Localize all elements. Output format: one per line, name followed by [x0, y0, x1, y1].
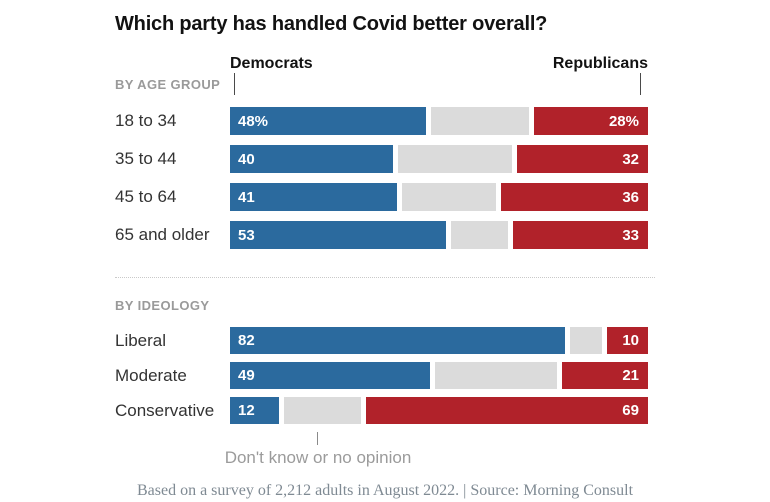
bar-row-moderate: Moderate 49 21 — [115, 362, 649, 389]
democrats-axis-tick — [234, 73, 235, 95]
republicans-bar-segment: 32 — [517, 145, 648, 173]
party-labels-row: Democrats Republicans — [115, 55, 648, 73]
bar-row-45-64: 45 to 64 41 36 — [115, 183, 648, 211]
party-labels: Democrats Republicans — [230, 55, 648, 73]
dont-know-bar-segment — [451, 221, 509, 249]
republicans-bar-segment: 28% — [533, 107, 648, 135]
source-footnote: Based on a survey of 2,212 adults in Aug… — [136, 482, 634, 499]
democrats-value: 41 — [238, 188, 255, 206]
age-group-section-label: BY AGE GROUP — [115, 77, 221, 92]
republicans-bar-segment: 33 — [513, 221, 648, 249]
axis-tick-area — [230, 73, 648, 97]
stacked-bar: 49 21 — [230, 362, 649, 389]
age-group-section: 18 to 34 48% 28% 35 to 44 40 32 45 to 64… — [115, 107, 648, 249]
democrats-bar-segment: 82 — [230, 327, 565, 354]
ideology-section-label: BY IDEOLOGY — [115, 298, 210, 313]
stacked-bar: 40 32 — [230, 145, 648, 173]
dont-know-bar-segment — [283, 397, 362, 424]
bar-row-liberal: Liberal 82 10 — [115, 327, 648, 354]
stacked-bar: 12 69 — [230, 397, 648, 424]
republicans-value: 21 — [622, 367, 640, 384]
stacked-bar: 41 36 — [230, 183, 648, 211]
democrats-bar-segment: 12 — [230, 397, 279, 424]
republicans-bar-segment: 36 — [501, 183, 648, 211]
section-divider — [115, 277, 655, 278]
democrats-header-label: Democrats — [230, 55, 313, 72]
chart-container: Which party has handled Covid better ove… — [115, 13, 655, 470]
chart-title: Which party has handled Covid better ove… — [115, 13, 548, 35]
republicans-axis-tick — [640, 73, 641, 95]
bar-row-18-34: 18 to 34 48% 28% — [115, 107, 648, 135]
category-label: 18 to 34 — [115, 111, 177, 130]
bar-row-conservative: Conservative 12 69 — [115, 397, 648, 424]
stacked-bar: 82 10 — [230, 327, 648, 354]
age-group-section-header: BY AGE GROUP — [115, 73, 648, 97]
republicans-bar-segment: 69 — [366, 397, 648, 424]
category-label: 45 to 64 — [115, 187, 177, 206]
stacked-bar: 48% 28% — [230, 107, 648, 135]
republicans-value: 10 — [622, 332, 639, 349]
republicans-value: 69 — [622, 402, 639, 419]
category-label: Conservative — [115, 400, 215, 420]
democrats-bar-segment: 49 — [230, 362, 430, 389]
category-label: 65 and older — [115, 225, 210, 244]
democrats-value: 40 — [238, 150, 255, 168]
democrats-value: 12 — [238, 402, 255, 419]
bar-row-65-older: 65 and older 53 33 — [115, 221, 648, 249]
bar-row-35-44: 35 to 44 40 32 — [115, 145, 648, 173]
dont-know-bar-segment — [434, 362, 558, 389]
category-label: Moderate — [115, 365, 187, 385]
democrats-bar-segment: 48% — [230, 107, 426, 135]
republicans-value: 36 — [622, 188, 639, 206]
democrats-bar-segment: 53 — [230, 221, 447, 249]
democrats-value: 82 — [238, 332, 255, 349]
stacked-bar: 53 33 — [230, 221, 648, 249]
category-label: Liberal — [115, 330, 167, 350]
dont-know-tick — [317, 432, 318, 445]
democrats-value: 48% — [238, 112, 269, 130]
dont-know-label: Don't know or no opinion — [224, 448, 412, 467]
democrats-value: 53 — [238, 226, 255, 244]
republicans-bar-segment: 21 — [562, 362, 649, 389]
republicans-value: 33 — [622, 226, 639, 244]
republicans-header-label: Republicans — [552, 55, 648, 72]
democrats-bar-segment: 41 — [230, 183, 398, 211]
dont-know-annotation: Don't know or no opinion — [225, 424, 648, 470]
republicans-bar-segment: 10 — [607, 327, 648, 354]
democrats-value: 49 — [238, 367, 255, 384]
dont-know-bar-segment — [430, 107, 529, 135]
dont-know-bar-segment — [398, 145, 513, 173]
ideology-section: Liberal 82 10 Moderate 49 21 Conservativ… — [115, 327, 649, 424]
label-spacer — [115, 55, 230, 73]
dont-know-bar-segment — [569, 327, 603, 354]
category-label: 35 to 44 — [115, 149, 177, 168]
dont-know-bar-segment — [402, 183, 497, 211]
republicans-value: 32 — [622, 150, 639, 168]
republicans-value: 28% — [608, 112, 639, 130]
democrats-bar-segment: 40 — [230, 145, 394, 173]
